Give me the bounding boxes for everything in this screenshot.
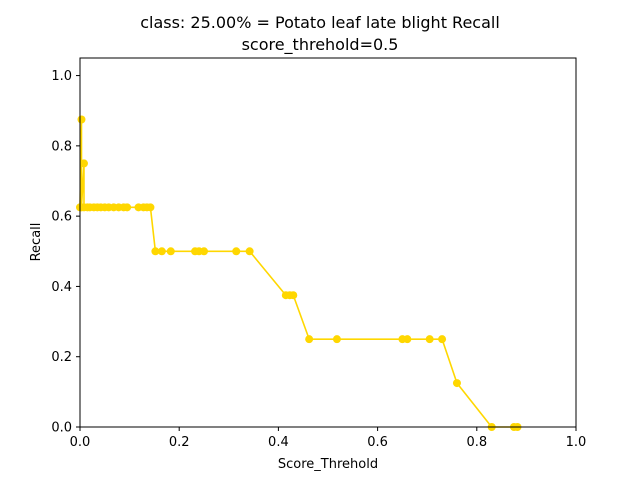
x-tick-label: 0.2	[169, 435, 190, 450]
recall-point	[146, 203, 155, 212]
recall-point	[438, 335, 447, 344]
x-tick-label: 0.0	[70, 435, 91, 450]
y-tick-label: 0.0	[51, 421, 72, 436]
x-tick-label: 0.4	[268, 435, 289, 450]
x-tick-label: 0.6	[367, 435, 388, 450]
chart-title-line-1: class: 25.00% = Potato leaf late blight …	[140, 13, 500, 32]
y-tick-label: 0.8	[51, 139, 72, 154]
recall-point	[157, 247, 166, 256]
recall-point	[123, 203, 132, 212]
recall-point	[245, 247, 254, 256]
recall-point	[452, 379, 461, 388]
y-tick-label: 0.2	[51, 350, 72, 365]
recall-point	[403, 335, 412, 344]
recall-point	[166, 247, 175, 256]
axis-ticks: 0.0 0.2 0.4 0.6 0.8 1.0 0.0 0.2 0.4 0.6 0.8 1.0	[51, 69, 586, 450]
plot-frame	[79, 57, 577, 428]
y-tick-label: 1.0	[51, 69, 72, 84]
recall-line	[79, 118, 518, 428]
recall-point	[332, 335, 341, 344]
x-tick-label: 0.8	[466, 435, 487, 450]
y-tick-label: 0.6	[51, 210, 72, 225]
recall-point	[79, 159, 88, 168]
chart-title-line-2: score_threhold=0.5	[242, 35, 399, 55]
x-axis-label: Score_Threhold	[278, 457, 378, 472]
recall-point	[200, 247, 208, 256]
recall-point	[305, 335, 314, 344]
y-axis-label: Recall	[29, 223, 44, 262]
y-tick-label: 0.4	[51, 280, 72, 295]
x-tick-label: 1.0	[566, 435, 587, 450]
recall-point	[289, 291, 298, 300]
recall-series	[76, 115, 522, 431]
recall-point	[425, 335, 434, 344]
recall-point	[77, 115, 86, 124]
recall-point	[232, 247, 241, 256]
recall-point	[151, 247, 160, 256]
